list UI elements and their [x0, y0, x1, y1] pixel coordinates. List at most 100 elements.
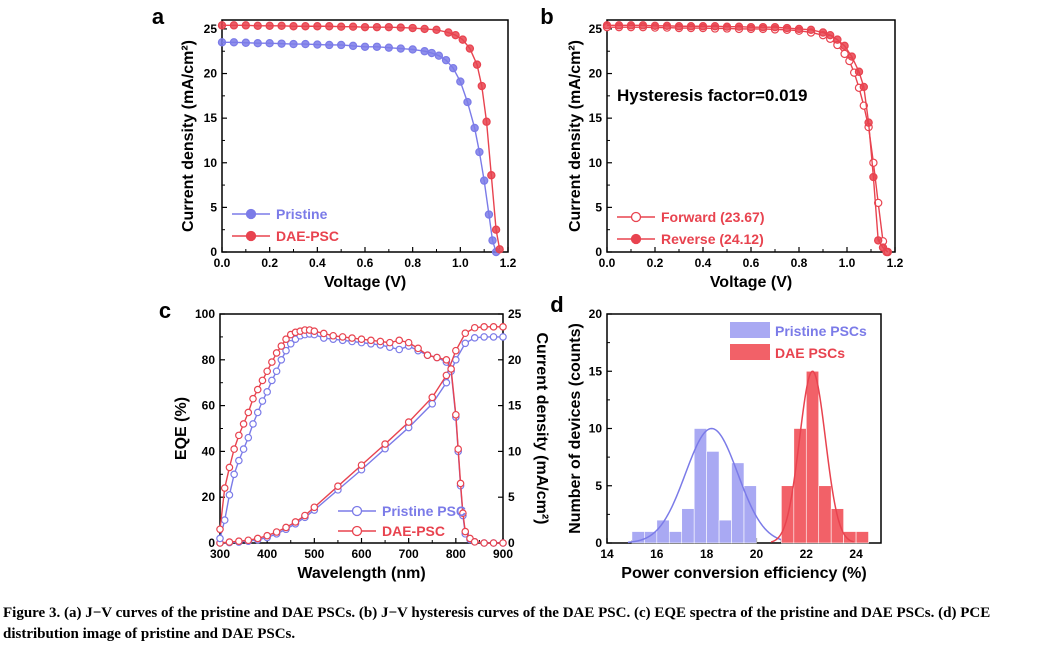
dae-histogram-bar [805, 370, 820, 544]
pristine-eqe-point [286, 339, 295, 348]
dae-jsc-point [452, 346, 460, 355]
panel-label-c: c [159, 298, 171, 323]
y-axis-label: Current density (mA/cm²) [180, 40, 197, 232]
y-tick-label: 15 [589, 111, 603, 125]
y-tick-label: 0 [208, 536, 215, 550]
pristine-legend-swatch [730, 322, 770, 338]
dae-jsc-point [263, 531, 271, 540]
dae-eqe-point [348, 334, 356, 342]
dae-jsc-point [244, 536, 253, 545]
caption-text: (a) J−V curves of the pristine and DAE P… [3, 605, 991, 642]
reverse-series-point [638, 21, 648, 30]
x-axis-label: Power conversion efficiency (%) [621, 565, 866, 582]
dae-series-point [487, 171, 496, 180]
dae-series-point [313, 22, 322, 31]
reverse-series-point [686, 22, 696, 31]
pristine-series-point [441, 55, 451, 65]
dae-eqe-point [452, 410, 460, 419]
dae-series-point [465, 44, 475, 53]
dae-jsc-point [404, 418, 413, 426]
x-tick-label: 0.4 [695, 256, 712, 270]
reverse-series-point [674, 22, 684, 31]
x-tick-label: 600 [351, 547, 371, 561]
dae-jsc-point [470, 323, 479, 332]
reverse-series-point [847, 52, 857, 61]
pristine-eqe-point [277, 355, 286, 364]
pristine-series-point [301, 39, 310, 49]
y-tick-label: 15 [589, 364, 603, 378]
x-tick-label: 18 [700, 547, 714, 561]
y-tick-label: 25 [589, 22, 603, 36]
dae-eqe-point [433, 353, 441, 362]
forward-series-point [840, 49, 849, 59]
dae-series-point [253, 21, 262, 30]
pristine-series-point [488, 236, 497, 245]
dae-series-point [477, 81, 486, 91]
dae-psc-legend-label: DAE-PSC [382, 523, 445, 539]
reverse-series-point [722, 22, 732, 31]
y2-tick-label: 5 [508, 490, 515, 504]
dae-eqe-point [489, 539, 498, 547]
y-tick-label: 15 [204, 111, 218, 125]
pristine-eqe-point [395, 345, 404, 354]
plot-frame-a [221, 19, 509, 253]
figure-caption: Figure 3. (a) J−V curves of the pristine… [3, 603, 1061, 645]
pristine-series-point [360, 42, 370, 51]
pristine-eqe-point [225, 491, 234, 499]
dae-eqe-point [454, 445, 462, 453]
reverse-series-point [883, 247, 893, 257]
y-tick-label: 80 [202, 353, 216, 367]
reverse-series-point [854, 67, 864, 76]
x-tick-label: 300 [210, 547, 230, 561]
dae-series-point [396, 23, 405, 32]
x-tick-label: 16 [650, 547, 664, 561]
dae-series-point [432, 25, 441, 35]
y2-tick-label: 20 [508, 353, 522, 367]
y2-axis-label: Current density (mA/cm²) [533, 332, 550, 524]
y-axis-label: Number of devices (counts) [567, 323, 584, 534]
dae-eqe-point [258, 376, 267, 385]
reverse-legend-label: Reverse (24.12) [661, 231, 764, 247]
dae-eqe-point [385, 338, 394, 347]
x-tick-label: 0.6 [743, 256, 760, 270]
x-tick-label: 0.2 [261, 256, 278, 270]
dae-eqe-point [404, 338, 413, 347]
pristine-series-point [253, 39, 262, 48]
pristine-series-point [277, 39, 286, 48]
y-tick-label: 60 [202, 399, 216, 413]
pristine-jsc-point [442, 378, 451, 387]
pristine-series-point [448, 63, 458, 73]
dae-histogram-bar [818, 485, 832, 544]
pristine-histogram-bar [718, 519, 732, 544]
reverse-series-point [662, 21, 672, 30]
dae-series-point [372, 22, 382, 32]
dae-series-point [265, 21, 274, 30]
dae-eqe-point [414, 344, 422, 353]
dae-eqe-line [219, 329, 503, 544]
y-tick-label: 5 [595, 479, 602, 493]
reverse-series-point [734, 22, 744, 31]
forward-series-point [869, 158, 878, 167]
reverse-series-point [758, 22, 768, 32]
pristine-series-point [420, 47, 429, 56]
reverse-series-point [864, 118, 873, 127]
dae-eqe-point [447, 365, 455, 373]
pristine-series-point [372, 42, 382, 51]
pristine-series-line [222, 41, 497, 253]
pristine-series-point [384, 43, 394, 52]
pristine-eqe-point [253, 408, 262, 417]
reverse-series-point [602, 21, 612, 30]
dae-jsc-point [489, 323, 498, 331]
dae-eqe-point [216, 525, 224, 534]
dae-series-point [444, 28, 453, 37]
pristine-eqe-point [220, 516, 229, 524]
y-tick-label: 20 [589, 67, 603, 81]
dae-eqe-point [239, 420, 248, 428]
dae-eqe-point [499, 539, 507, 547]
figure-canvas: 0.0 0.2 0.4 0.6 0.8 1.0 1.2 0 5 10 15 20 25 Voltage (… [152, 4, 904, 582]
x-tick-label: 0.2 [647, 256, 664, 270]
dae-series-point [384, 22, 394, 32]
pristine-series-point [336, 40, 346, 50]
pristine-jsc-point [470, 334, 479, 342]
x-axis-label: Voltage (V) [324, 274, 406, 291]
